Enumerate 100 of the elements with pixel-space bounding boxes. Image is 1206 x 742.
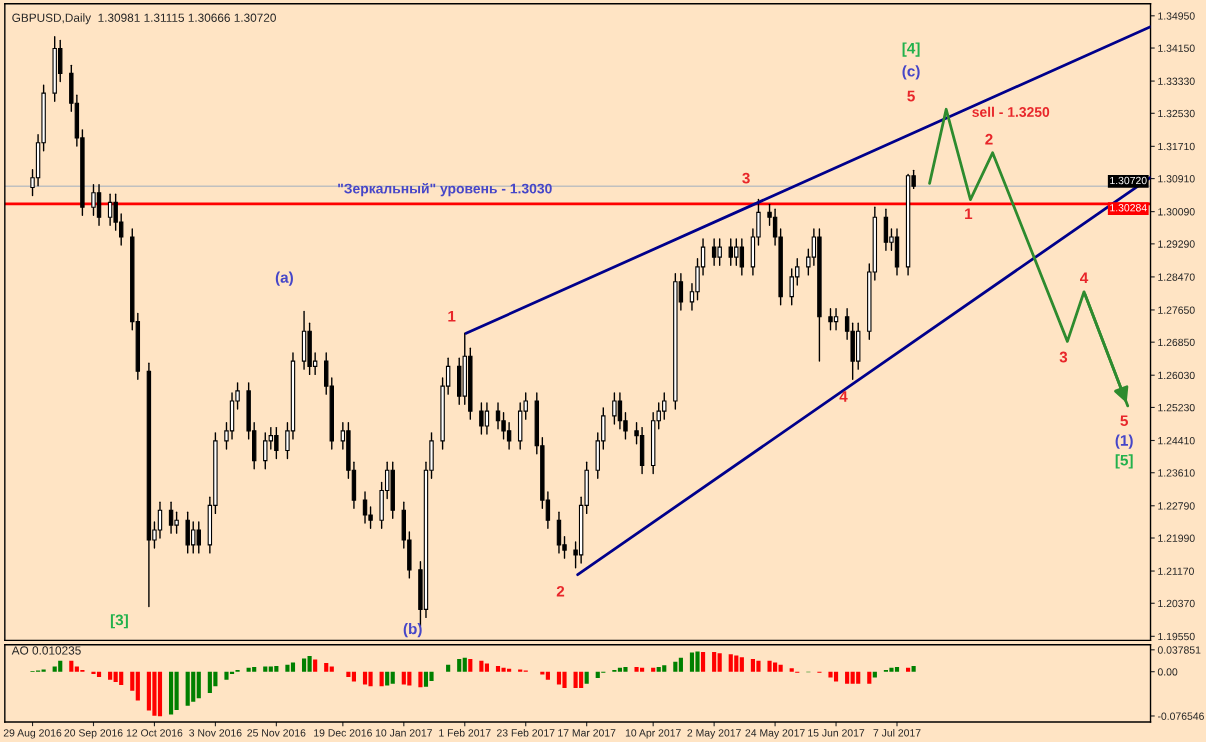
annotation: (b) (403, 623, 422, 638)
bar (108, 671, 113, 680)
bar (479, 660, 484, 672)
y-tick-label: 1.26030 (1158, 371, 1195, 380)
y-tick-label: 1.29290 (1158, 240, 1195, 248)
bar (700, 652, 706, 672)
bar (346, 671, 351, 677)
annotation: (a) (275, 271, 293, 286)
ref-line-label: 1.30720 (1110, 176, 1147, 185)
y-tick-label: 1.19550 (1158, 632, 1195, 641)
bar (313, 659, 318, 672)
annotation: sell - 1.3250 (972, 106, 1050, 117)
bar (390, 671, 395, 684)
bar (468, 658, 473, 672)
y-tick-label: 1.32530 (1158, 109, 1195, 118)
bar (69, 660, 74, 672)
y-tick-label: -0.076546 (1157, 712, 1204, 720)
annotation: 3 (1059, 351, 1068, 363)
x-tick-label: 10 Jan 2017 (375, 729, 432, 737)
ref-line-label: 1.30284 (1110, 204, 1147, 212)
y-tick-label: 1.34950 (1158, 12, 1195, 20)
annotation: 1 (448, 311, 456, 322)
annotation: "Зеркальный" уровень - 1.3030 (338, 183, 552, 197)
x-tick-label: 25 Nov 2016 (247, 729, 306, 737)
y-tick-label: 1.26850 (1158, 338, 1195, 347)
y-tick-label: 1.30090 (1158, 208, 1195, 216)
bar (540, 671, 545, 675)
bar (329, 666, 334, 672)
x-tick-label: 20 Sep 2016 (64, 729, 123, 739)
annotation: [3] (110, 614, 128, 629)
bar (196, 671, 201, 699)
y-tick-label: 1.31710 (1158, 142, 1195, 151)
y-tick-label: 1.33330 (1158, 77, 1195, 85)
y-tick-label: 1.34150 (1158, 44, 1195, 52)
x-tick-label: 15 Jun 2017 (808, 729, 865, 737)
bar (130, 671, 135, 691)
bar (418, 671, 423, 688)
y-tick-label: 1.23610 (1158, 469, 1195, 477)
y-tick-label: 1.21990 (1158, 534, 1195, 542)
annotation: [5] (1115, 454, 1133, 469)
bar (545, 671, 550, 680)
bar (307, 656, 312, 672)
annotation: 5 (1120, 415, 1128, 427)
annotation: (c) (902, 65, 920, 80)
bar (174, 671, 179, 710)
annotation: 1 (965, 208, 973, 220)
x-tick-label: 24 May 2017 (745, 729, 805, 739)
annotation: 2 (985, 133, 993, 145)
bar (135, 671, 140, 701)
bar (673, 661, 678, 672)
bar (717, 653, 722, 672)
y-tick-label: 1.28470 (1158, 273, 1195, 281)
text: GBPUSD,Daily 1.30981 1.31115 1.30666 1.30720 (12, 13, 276, 25)
bar (457, 658, 462, 672)
bar (867, 671, 872, 684)
y-tick-label: 1.27650 (1158, 306, 1195, 314)
bar (678, 657, 683, 672)
annotation: 5 (907, 90, 915, 102)
x-tick-label: 2 May 2017 (687, 729, 741, 739)
y-tick-label: 1.22790 (1158, 502, 1195, 510)
bar (651, 667, 656, 672)
x-tick-label: 7 Jul 2017 (873, 728, 921, 737)
y-tick-label: 1.24410 (1158, 436, 1195, 445)
bar (778, 664, 783, 672)
bar (518, 669, 523, 672)
annotation: 4 (839, 391, 848, 402)
y-tick-label: 1.30910 (1158, 175, 1195, 183)
x-tick-label: 12 Oct 2016 (126, 729, 183, 737)
y-tick-label: 1.20370 (1158, 599, 1195, 608)
x-tick-label: 23 Feb 2017 (497, 728, 555, 737)
bar (845, 671, 850, 684)
bar (789, 668, 794, 672)
y-tick-label: 0.00 (1157, 668, 1178, 676)
bar (385, 671, 390, 686)
annotation: [4] (902, 42, 920, 57)
y-tick-label: 0.037851 (1157, 646, 1201, 654)
bar (446, 664, 451, 672)
chart-title: AO 0.010235 (11, 646, 81, 655)
bar (351, 671, 357, 682)
bar (379, 671, 384, 687)
bar (301, 658, 307, 672)
bar (168, 671, 174, 715)
annotation: 2 (556, 585, 565, 597)
bar (712, 652, 717, 672)
annotation: 3 (742, 172, 750, 184)
bar (41, 669, 46, 672)
x-tick-label: 3 Nov 2016 (189, 729, 242, 737)
bar (462, 657, 467, 672)
bar (263, 666, 268, 672)
y-tick-label: 1.21170 (1158, 567, 1194, 575)
x-tick-label: 19 Dec 2016 (314, 729, 372, 737)
x-tick-label: 1 Feb 2017 (439, 728, 491, 737)
bar (911, 665, 916, 672)
bar (739, 657, 744, 672)
y-tick-label: 1.25230 (1158, 403, 1195, 412)
x-tick-label: 10 Apr 2017 (625, 729, 681, 739)
annotation: (1) (1115, 434, 1133, 449)
bar (906, 667, 911, 672)
x-tick-label: 17 Mar 2017 (558, 729, 616, 737)
x-tick-label: 29 Aug 2016 (3, 729, 62, 739)
